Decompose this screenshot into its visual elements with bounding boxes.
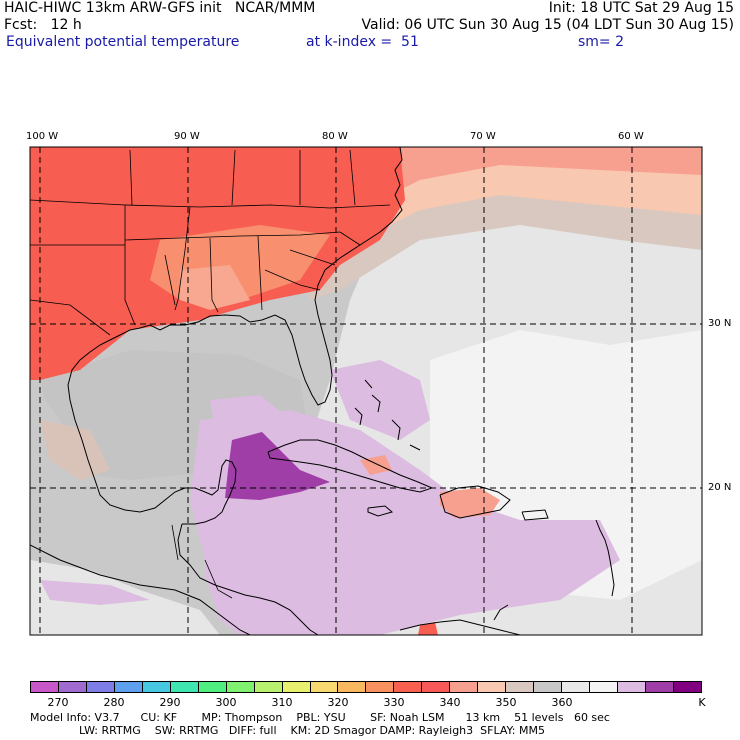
colorbar-swatch	[506, 682, 535, 692]
field-purple-patch	[225, 432, 330, 500]
latlon-grid	[30, 147, 702, 635]
lat-label-30n: 30 N	[708, 318, 732, 329]
lat-label-20n: 20 N	[708, 482, 732, 493]
colorbar-swatch	[226, 682, 255, 692]
colorbar-swatch	[366, 682, 395, 692]
field-lavender-region	[190, 410, 620, 635]
colorbar-swatch	[58, 682, 87, 692]
colorbar-swatch	[645, 682, 674, 692]
field-lavender-bahamas	[330, 360, 430, 440]
colorbar-label: 310	[271, 696, 293, 709]
model-info-line2: LW: RRTMG SW: RRTMG DIFF: full KM: 2D Sm…	[30, 724, 545, 737]
colorbar-label: 290	[159, 696, 181, 709]
coastlines	[30, 147, 615, 635]
colorbar-swatch	[282, 682, 311, 692]
model-info-line1: Model Info: V3.7 CU: KF MP: Thompson PBL…	[30, 711, 610, 724]
colorbar-swatch	[254, 682, 283, 692]
field-hispaniola-warm	[440, 488, 500, 518]
colorbar-swatch	[310, 682, 339, 692]
colorbar-swatch	[31, 682, 59, 692]
colorbar-swatch	[142, 682, 171, 692]
colorbar-unit: K	[698, 696, 706, 709]
colorbar-swatch	[590, 682, 619, 692]
field-peach-land	[180, 265, 250, 310]
lon-label-70w: 70 W	[470, 131, 496, 142]
colorbar-swatch	[338, 682, 367, 692]
colorbar-label: 300	[215, 696, 237, 709]
field-lavender-pacific	[40, 580, 150, 605]
colorbar-swatch	[673, 682, 701, 692]
field-peach-band	[390, 160, 702, 225]
valid-time: Valid: 06 UTC Sun 30 Aug 15 (04 LDT Sun …	[361, 17, 735, 33]
field-red-spot-panama	[418, 622, 438, 635]
colorbar-label: 330	[383, 696, 405, 709]
forecast-hour: Fcst: 12 h	[4, 17, 82, 33]
colorbar	[30, 681, 702, 693]
colorbar-swatch	[450, 682, 479, 692]
lon-label-90w: 90 W	[174, 131, 200, 142]
level-label: at k-index = 51	[306, 34, 419, 50]
colorbar-swatch	[86, 682, 115, 692]
field-name: Equivalent potential temperature	[6, 34, 240, 50]
colorbar-label: 340	[439, 696, 461, 709]
colorbar-swatch	[534, 682, 563, 692]
field-salmon-band	[400, 147, 702, 190]
colorbar-swatch	[114, 682, 143, 692]
colorbar-label: 270	[47, 696, 69, 709]
smoothing-label: sm= 2	[578, 34, 625, 50]
colorbar-label: 320	[327, 696, 349, 709]
colorbar-swatch	[422, 682, 451, 692]
field-lavender-gulf	[210, 395, 290, 440]
colorbar-label: 350	[495, 696, 517, 709]
colorbar-swatch	[170, 682, 199, 692]
colorbar-swatch	[198, 682, 227, 692]
lon-label-60w: 60 W	[618, 131, 644, 142]
colorbar-swatch	[478, 682, 507, 692]
colorbar-swatch	[618, 682, 646, 692]
lon-label-100w: 100 W	[26, 131, 59, 142]
colorbar-label: 280	[103, 696, 125, 709]
colorbar-label: 360	[551, 696, 573, 709]
colorbar-swatch	[562, 682, 591, 692]
lon-label-80w: 80 W	[322, 131, 348, 142]
init-time: Init: 18 UTC Sat 29 Aug 15	[548, 0, 734, 16]
colorbar-swatch	[394, 682, 423, 692]
field-mexico-peach	[40, 420, 110, 480]
map-frame	[29, 146, 703, 636]
model-title: HAIC-HIWC 13km ARW-GFS init NCAR/MMM	[4, 0, 316, 16]
